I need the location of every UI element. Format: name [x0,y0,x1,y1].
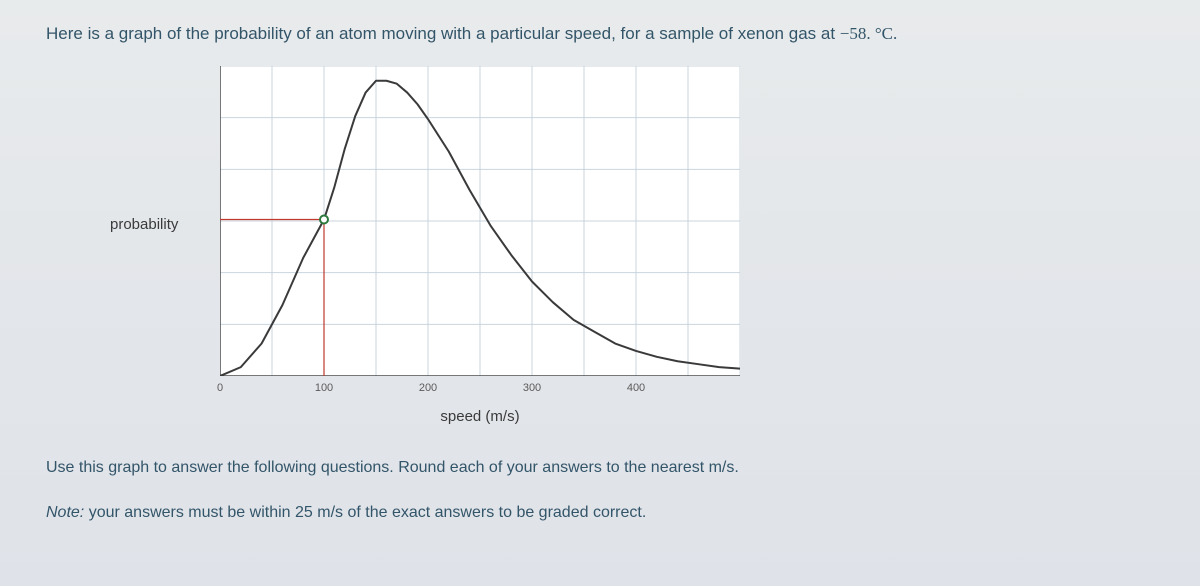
note-label: Note: [46,504,84,521]
x-tick-label: 400 [627,382,645,394]
note-rest: your answers must be within 25 m/s of th… [84,504,646,521]
plot-area [220,66,740,376]
x-tick-label: 300 [523,382,541,394]
y-axis-label: probability [110,216,178,233]
x-tick-label: 100 [315,382,333,394]
x-axis-label: speed (m/s) [220,408,740,425]
chart-container: probability 0 100 200 300 400 speed (m/s) [110,66,810,436]
distribution-chart [220,66,740,376]
x-tick-label: 200 [419,382,437,394]
intro-text: Here is a graph of the probability of an… [46,22,1160,46]
x-axis-ticks: 0 100 200 300 400 [220,382,740,402]
temperature-value: −58. °C. [840,24,897,43]
question-text: Use this graph to answer the following q… [46,454,1160,481]
x-tick-label: 0 [217,382,223,394]
note-text: Note: your answers must be within 25 m/s… [46,499,1160,526]
intro-prefix: Here is a graph of the probability of an… [46,24,840,43]
